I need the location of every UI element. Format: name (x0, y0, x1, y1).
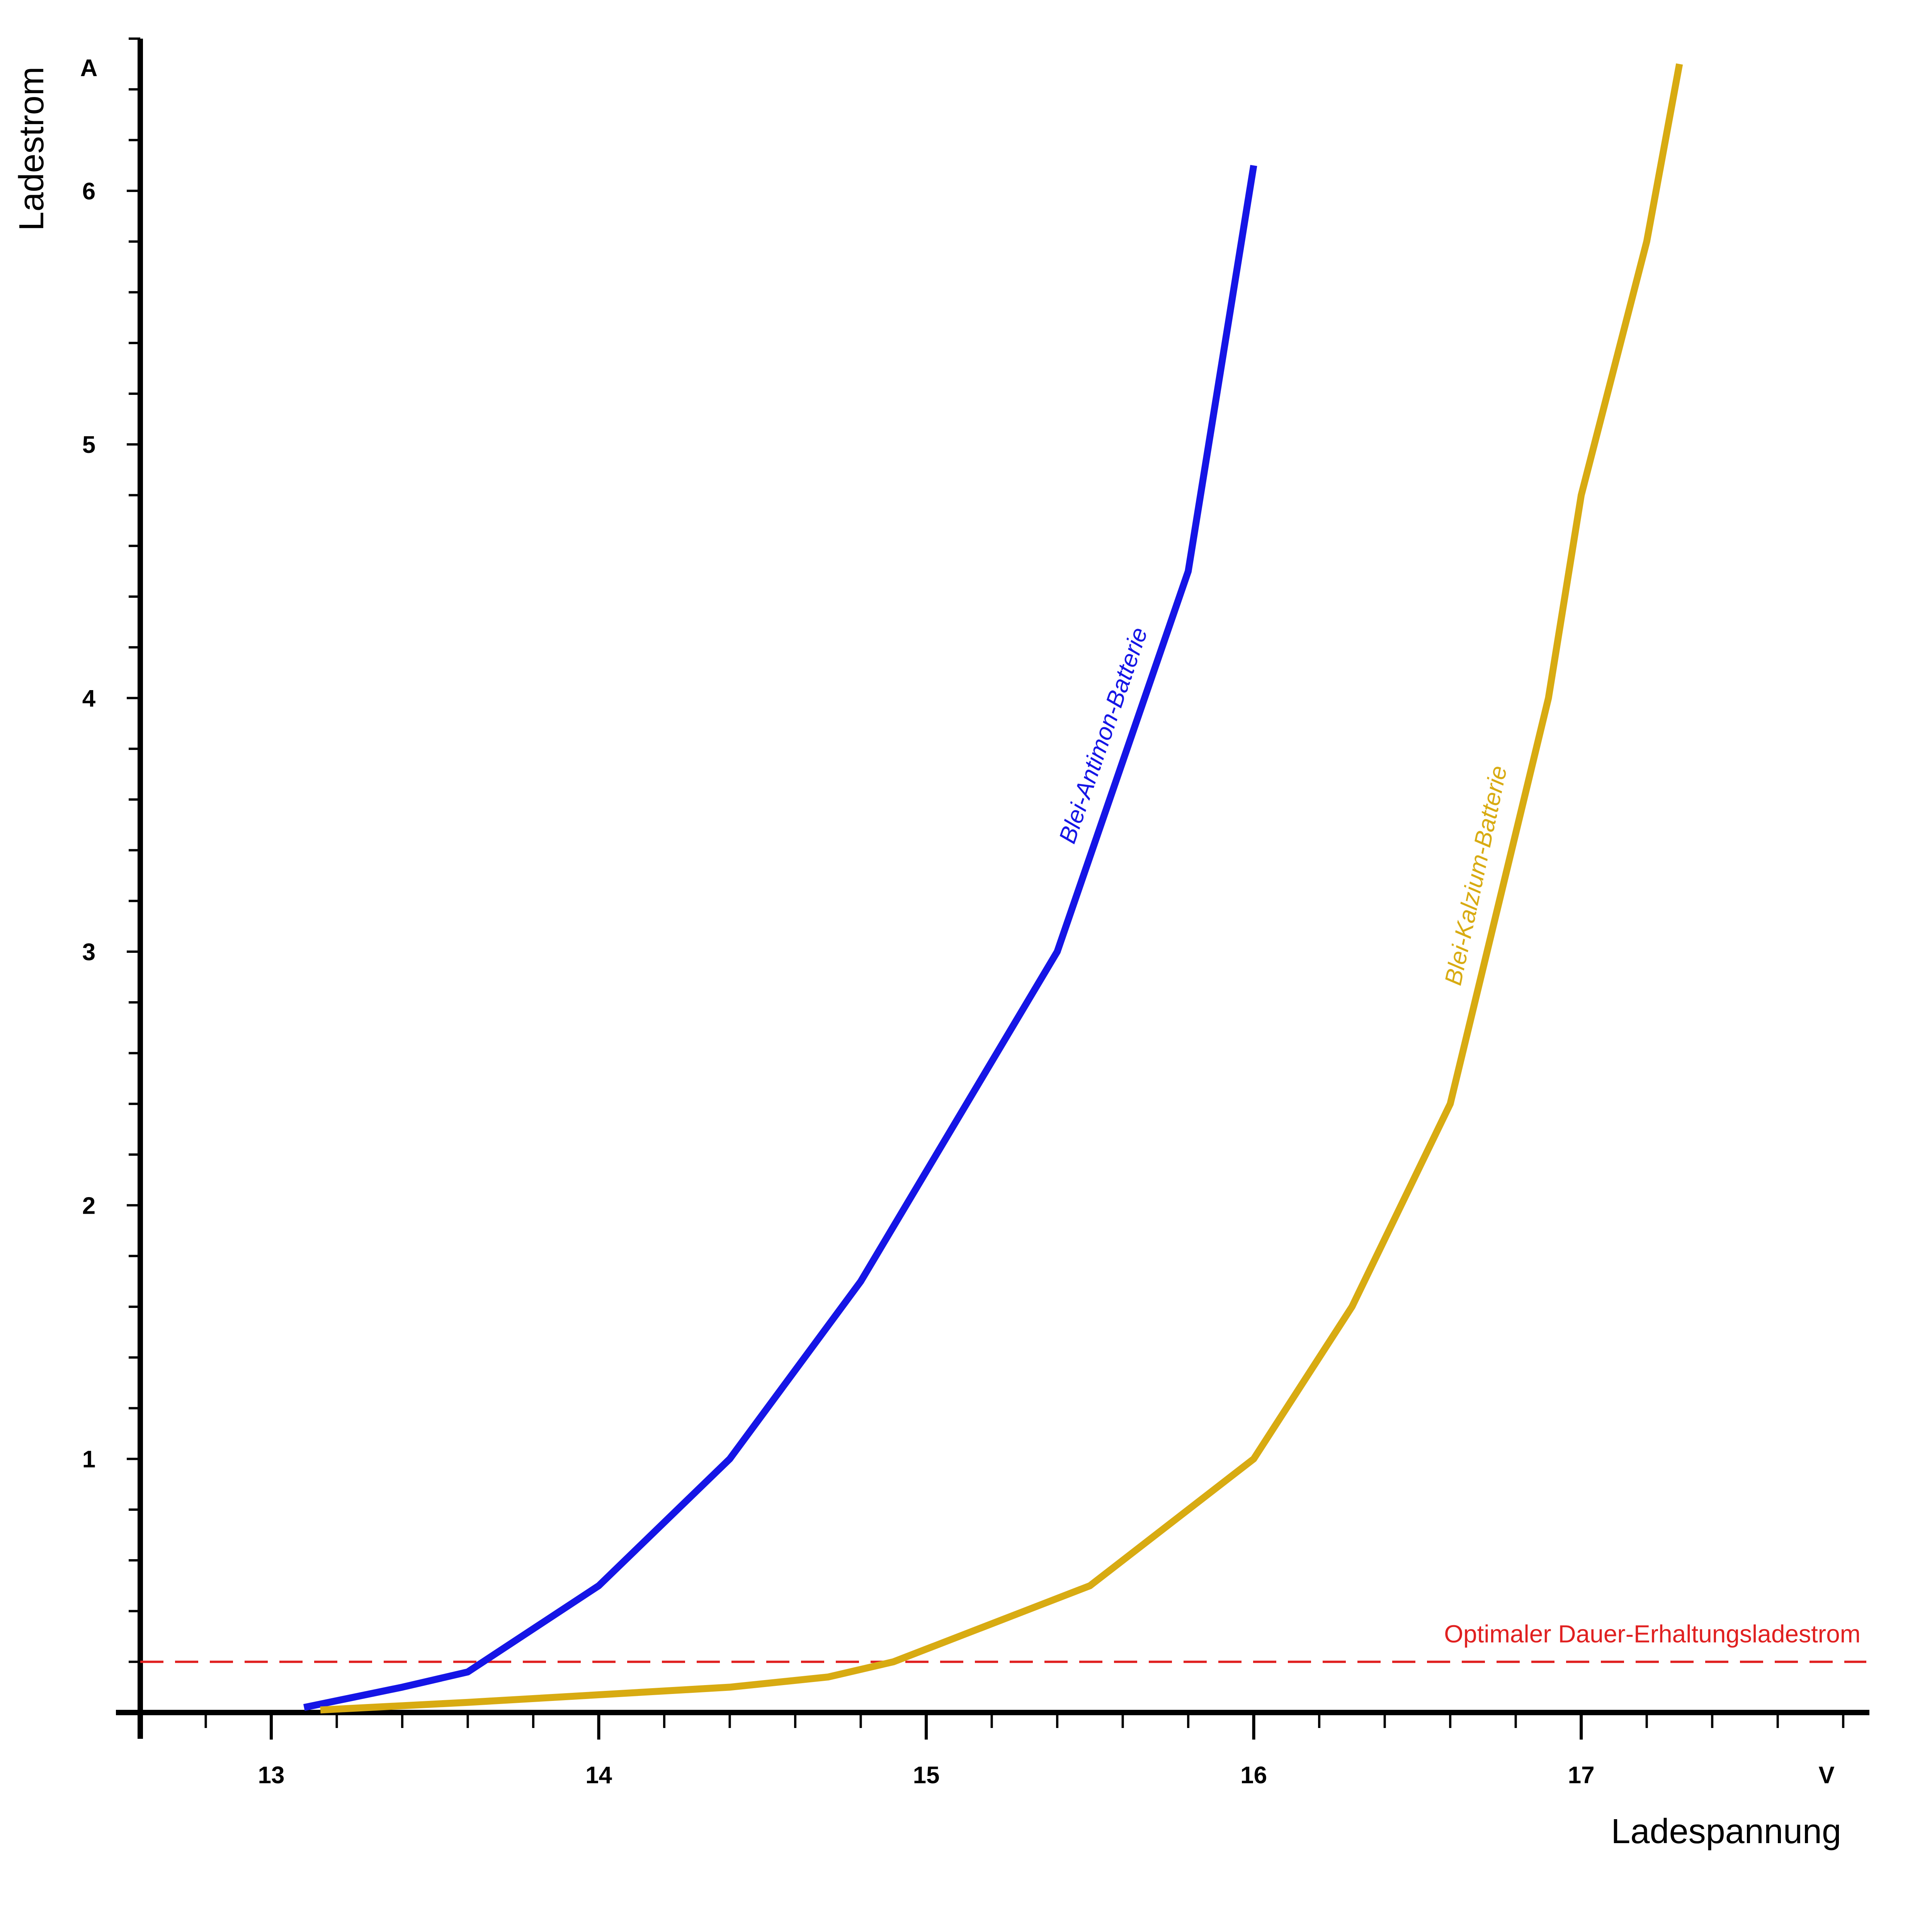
series-line-blei-antimon (303, 165, 1257, 1711)
series-group: Blei-Antimon-BatterieBlei-Kalzium-Batter… (303, 63, 1683, 1714)
y-axis-title: Ladestrom (12, 66, 51, 231)
x-tick-label: 16 (1240, 1762, 1267, 1789)
y-axis-unit-label: A (80, 55, 98, 82)
axes (116, 39, 1869, 1739)
y-tick-label: 5 (82, 432, 95, 458)
series-line-blei-kalzium (320, 63, 1683, 1714)
x-tick-label: 13 (258, 1762, 285, 1789)
y-ticks: 1 2 3 4 5 6 (82, 37, 140, 1663)
x-tick-label: 17 (1568, 1762, 1595, 1789)
x-axis-unit-label: V (1818, 1762, 1834, 1789)
y-tick-label: 3 (82, 939, 95, 966)
x-axis-title: Ladespannung (1611, 1812, 1841, 1851)
y-tick-label: 6 (82, 178, 95, 205)
reference-line-group: Optimaler Dauer-Erhaltungsladestrom (140, 1620, 1866, 1663)
y-tick-label: 1 (82, 1446, 95, 1473)
reference-line-label: Optimaler Dauer-Erhaltungsladestrom (1444, 1620, 1861, 1648)
series-label-blei-kalzium: Blei-Kalzium-Batterie (1440, 763, 1512, 988)
y-tick-label: 4 (82, 685, 96, 712)
x-tick-label: 14 (585, 1762, 612, 1789)
x-ticks: 13 14 15 16 17 (204, 1713, 1845, 1789)
x-tick-label: 15 (913, 1762, 940, 1789)
y-tick-label: 2 (82, 1192, 95, 1219)
